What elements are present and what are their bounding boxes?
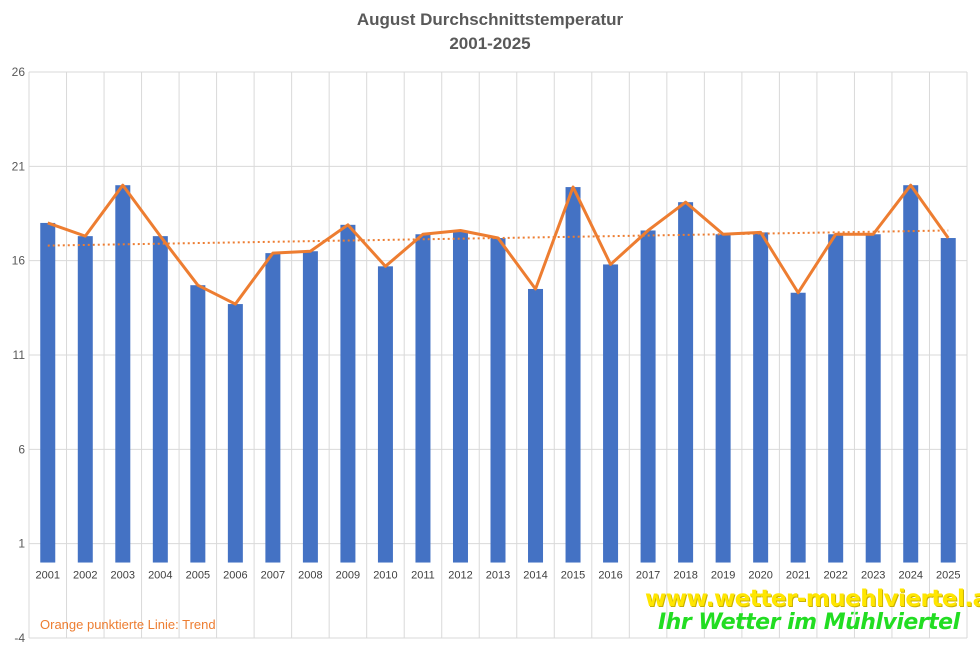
x-tick-label: 2001 — [36, 570, 60, 582]
x-tick-label: 2011 — [411, 570, 435, 582]
x-tick-label: 2006 — [223, 570, 247, 582]
x-tick-label: 2002 — [73, 570, 97, 582]
x-tick-label: 2014 — [523, 570, 547, 582]
x-tick-label: 2019 — [711, 570, 735, 582]
bar-2016 — [603, 264, 619, 563]
bar-2025 — [940, 238, 956, 563]
bar-2013 — [490, 238, 506, 563]
bar-2022 — [828, 234, 844, 563]
x-tick-label: 2004 — [148, 570, 172, 582]
bar-2002 — [77, 236, 93, 563]
chart-subtitle: 2001-2025 — [449, 34, 531, 53]
x-tick-label: 2024 — [898, 570, 922, 582]
watermark-url: www.wetter-muehlviertel.at — [645, 586, 980, 612]
x-tick-label: 2008 — [298, 570, 322, 582]
y-tick-label: 6 — [18, 442, 25, 456]
bar-2024 — [903, 185, 919, 563]
bar-2020 — [753, 232, 769, 563]
x-tick-label: 2018 — [673, 570, 697, 582]
bar-2018 — [678, 202, 694, 563]
bar-2012 — [452, 230, 468, 563]
bar-2014 — [528, 288, 544, 563]
x-tick-label: 2012 — [448, 570, 472, 582]
x-tick-label: 2022 — [823, 570, 847, 582]
bar-2011 — [415, 234, 431, 563]
watermark-slogan: Ihr Wetter im Mühlviertel — [658, 610, 960, 635]
x-tick-label: 2010 — [373, 570, 397, 582]
x-tick-label: 2023 — [861, 570, 885, 582]
x-tick-label: 2005 — [186, 570, 210, 582]
x-tick-label: 2017 — [636, 570, 660, 582]
y-tick-label: 1 — [18, 537, 25, 551]
x-tick-label: 2025 — [936, 570, 960, 582]
chart-title: August Durchschnittstemperatur — [356, 10, 624, 29]
x-tick-label: 2013 — [486, 570, 510, 582]
bar-2009 — [340, 224, 356, 563]
x-tick-label: 2003 — [111, 570, 135, 582]
y-tick-label: 21 — [12, 159, 26, 173]
x-tick-label: 2016 — [598, 570, 622, 582]
bar-2015 — [565, 187, 581, 563]
bar-2004 — [152, 236, 168, 563]
x-tick-label: 2020 — [748, 570, 772, 582]
bar-2019 — [715, 234, 731, 563]
bar-2017 — [640, 230, 656, 563]
bar-2003 — [115, 185, 131, 563]
bar-2023 — [865, 234, 881, 563]
bar-2006 — [227, 304, 243, 563]
bar-2007 — [265, 253, 281, 563]
y-tick-label: 26 — [12, 65, 26, 79]
y-tick-label: 11 — [13, 348, 26, 362]
bar-2005 — [190, 285, 206, 563]
bar-2010 — [377, 266, 393, 563]
bar-2021 — [790, 292, 806, 563]
trend-annotation: Orange punktierte Linie: Trend — [40, 617, 216, 632]
x-tick-label: 2021 — [786, 570, 810, 582]
x-tick-label: 2009 — [336, 570, 360, 582]
x-tick-label: 2015 — [561, 570, 585, 582]
y-tick-label: 16 — [12, 254, 26, 268]
x-tick-label: 2007 — [261, 570, 285, 582]
bar-2001 — [40, 222, 56, 563]
y-tick-label: -4 — [14, 631, 25, 645]
bar-2008 — [302, 251, 318, 563]
